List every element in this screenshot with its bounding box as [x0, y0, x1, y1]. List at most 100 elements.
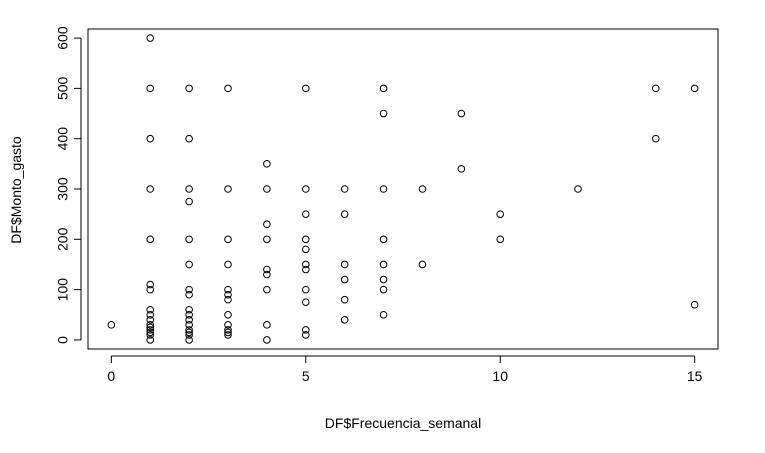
- data-point: [146, 326, 155, 334]
- data-point: [301, 298, 310, 307]
- data-point: [146, 185, 155, 193]
- x-tick-label: 15: [687, 368, 703, 384]
- data-point: [496, 235, 505, 244]
- data-point: [418, 185, 427, 193]
- data-point: [224, 235, 232, 244]
- data-point: [185, 197, 193, 206]
- data-point: [185, 321, 193, 329]
- y-axis-label: DF$Monto_gasto: [8, 136, 24, 244]
- data-point: [263, 185, 271, 193]
- data-point: [224, 310, 232, 319]
- data-point: [340, 260, 349, 269]
- data-point: [379, 310, 388, 319]
- data-point: [224, 185, 232, 193]
- data-point: [263, 336, 271, 344]
- data-point: [224, 290, 232, 299]
- data-point: [185, 305, 193, 314]
- data-point: [301, 185, 310, 193]
- data-point: [457, 109, 466, 118]
- data-point: [146, 134, 155, 143]
- data-point: [301, 235, 310, 244]
- data-point: [379, 84, 388, 93]
- data-point: [301, 326, 310, 334]
- data-point: [263, 220, 271, 229]
- data-point: [224, 285, 232, 294]
- data-point: [651, 84, 660, 93]
- y-tick-label: 600: [55, 26, 71, 50]
- data-point: [146, 328, 155, 337]
- data-points: [107, 34, 699, 344]
- data-point: [224, 295, 232, 304]
- data-point: [146, 336, 155, 344]
- data-point: [340, 185, 349, 193]
- data-point: [263, 285, 271, 294]
- data-point: [185, 328, 193, 337]
- data-point: [146, 316, 155, 324]
- data-point: [185, 316, 193, 324]
- data-point: [263, 321, 271, 329]
- plot-frame: [87, 28, 719, 350]
- data-point: [340, 316, 349, 324]
- data-point: [224, 321, 232, 329]
- data-point: [418, 260, 427, 269]
- y-tick-label: 300: [55, 177, 71, 201]
- data-point: [263, 270, 271, 279]
- data-point: [690, 300, 699, 309]
- data-point: [224, 260, 232, 269]
- data-point: [185, 326, 193, 334]
- data-point: [224, 326, 232, 334]
- data-point: [185, 84, 193, 93]
- data-point: [574, 185, 582, 193]
- data-point: [379, 235, 388, 244]
- data-point: [651, 134, 660, 143]
- data-point: [146, 305, 155, 314]
- data-point: [301, 210, 310, 218]
- data-point: [301, 331, 310, 339]
- y-tick-label: 200: [55, 227, 71, 251]
- data-point: [224, 331, 232, 339]
- data-point: [224, 84, 232, 93]
- data-point: [340, 275, 349, 284]
- data-point: [301, 84, 310, 93]
- data-point: [185, 185, 193, 193]
- x-tick-label: 10: [492, 368, 508, 384]
- data-point: [146, 84, 155, 93]
- data-point: [146, 331, 155, 339]
- data-point: [107, 321, 116, 329]
- data-point: [185, 134, 193, 143]
- data-point: [185, 285, 193, 294]
- data-point: [263, 235, 271, 244]
- data-point: [146, 321, 155, 329]
- data-point: [146, 34, 155, 42]
- data-point: [496, 210, 505, 218]
- x-axis: 0 5 10 15: [107, 355, 703, 384]
- data-point: [690, 84, 699, 93]
- y-tick-label: 0: [55, 336, 71, 344]
- data-point: [301, 265, 310, 274]
- y-axis: 0 100 200 300 400 500 600: [55, 26, 82, 344]
- x-tick-label: 0: [107, 368, 115, 384]
- data-point: [263, 160, 271, 168]
- data-point: [379, 285, 388, 294]
- data-point: [301, 285, 310, 294]
- data-point: [301, 260, 310, 269]
- data-point: [340, 295, 349, 304]
- data-point: [185, 336, 193, 344]
- data-point: [224, 328, 232, 337]
- data-point: [185, 310, 193, 319]
- y-tick-label: 400: [55, 127, 71, 151]
- data-point: [379, 260, 388, 269]
- x-axis-label: DF$Frecuencia_semanal: [325, 415, 481, 431]
- data-point: [263, 265, 271, 274]
- data-point: [457, 165, 466, 173]
- data-point: [146, 235, 155, 244]
- data-point: [185, 235, 193, 244]
- data-point: [301, 245, 310, 254]
- data-point: [340, 210, 349, 218]
- y-tick-label: 500: [55, 76, 71, 100]
- data-point: [379, 185, 388, 193]
- data-point: [146, 285, 155, 294]
- data-point: [379, 275, 388, 284]
